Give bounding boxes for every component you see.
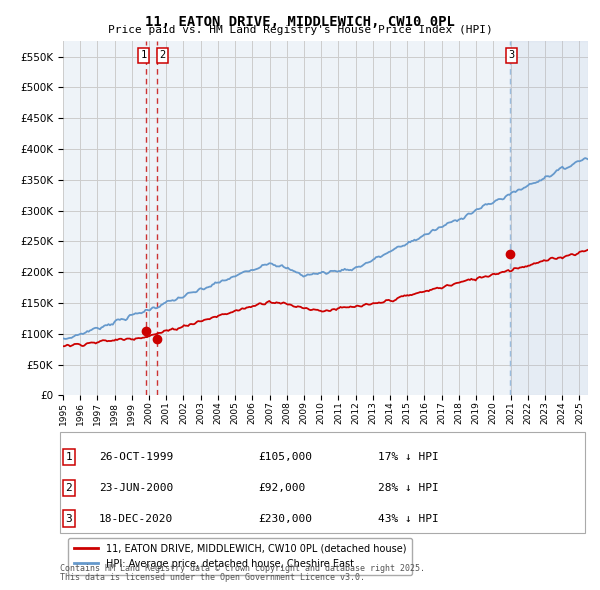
Text: 3: 3 <box>65 514 73 523</box>
Text: 28% ↓ HPI: 28% ↓ HPI <box>378 483 439 493</box>
Text: 3: 3 <box>508 51 515 60</box>
Text: 26-OCT-1999: 26-OCT-1999 <box>99 453 173 462</box>
Text: 2: 2 <box>65 483 73 493</box>
Legend: 11, EATON DRIVE, MIDDLEWICH, CW10 0PL (detached house), HPI: Average price, deta: 11, EATON DRIVE, MIDDLEWICH, CW10 0PL (d… <box>68 538 412 575</box>
Text: £92,000: £92,000 <box>258 483 305 493</box>
Text: 1: 1 <box>140 51 146 60</box>
Text: £105,000: £105,000 <box>258 453 312 462</box>
Text: This data is licensed under the Open Government Licence v3.0.: This data is licensed under the Open Gov… <box>60 573 365 582</box>
Text: 1: 1 <box>65 453 73 462</box>
Bar <box>510 41 588 395</box>
Text: Price paid vs. HM Land Registry's House Price Index (HPI): Price paid vs. HM Land Registry's House … <box>107 25 493 35</box>
Text: 23-JUN-2000: 23-JUN-2000 <box>99 483 173 493</box>
Text: 43% ↓ HPI: 43% ↓ HPI <box>378 514 439 523</box>
Text: 2: 2 <box>160 51 166 60</box>
Text: £230,000: £230,000 <box>258 514 312 523</box>
Text: 11, EATON DRIVE, MIDDLEWICH, CW10 0PL: 11, EATON DRIVE, MIDDLEWICH, CW10 0PL <box>145 15 455 29</box>
Text: 18-DEC-2020: 18-DEC-2020 <box>99 514 173 523</box>
Text: Contains HM Land Registry data © Crown copyright and database right 2025.: Contains HM Land Registry data © Crown c… <box>60 565 425 573</box>
Text: 17% ↓ HPI: 17% ↓ HPI <box>378 453 439 462</box>
